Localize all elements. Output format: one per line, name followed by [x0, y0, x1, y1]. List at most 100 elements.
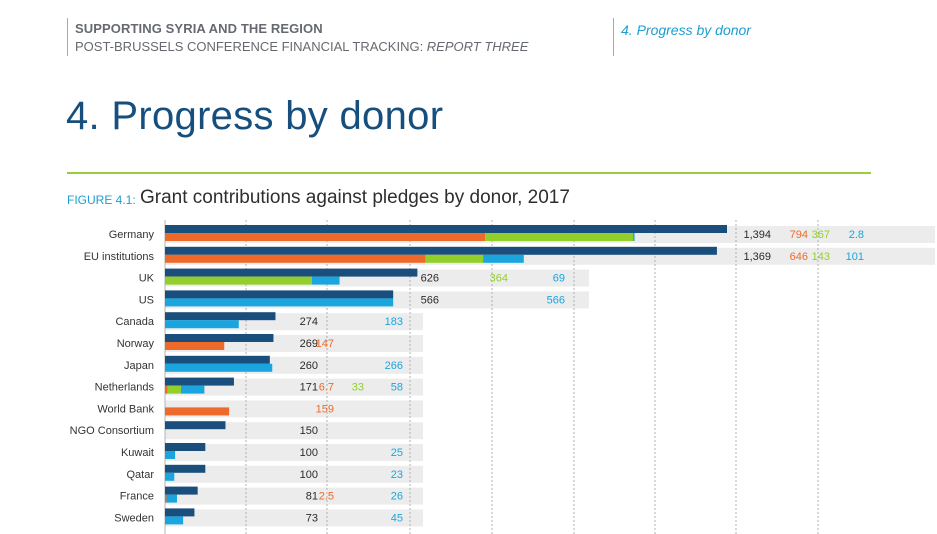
green-value-label: 364: [490, 273, 508, 285]
pledge-value-label: 171: [300, 382, 318, 394]
green-bar: [167, 385, 182, 394]
row-background: [165, 444, 423, 461]
pledge-bar: [165, 355, 270, 364]
cyan-value-label: 45: [391, 512, 403, 524]
orange-bar: [165, 342, 225, 350]
row-background: [165, 509, 423, 527]
pledge-bar: [165, 334, 274, 342]
pledge-bar: [165, 290, 394, 299]
pledge-value-label: 150: [300, 425, 318, 437]
cyan-bar: [633, 233, 635, 241]
category-label: World Bank: [97, 403, 154, 415]
pledge-value-label: 100: [300, 469, 318, 481]
category-label: Kuwait: [121, 447, 154, 459]
pledge-bar: [165, 246, 717, 255]
pledge-bar: [165, 268, 418, 277]
pledge-bar: [165, 443, 206, 451]
orange-value-label: 147: [316, 338, 334, 350]
pledge-bar: [165, 464, 206, 473]
orange-bar: [165, 254, 426, 263]
pledge-value-label: 81: [306, 491, 318, 503]
pledge-value-label: 73: [306, 512, 318, 524]
row-background: [165, 465, 423, 483]
report-subtitle: POST-BRUSSELS CONFERENCE FINANCIAL TRACK…: [75, 39, 528, 54]
pledge-value-label: 100: [300, 447, 318, 459]
category-label: Norway: [117, 338, 155, 350]
figure-title: Grant contributions against pledges by d…: [140, 187, 570, 208]
cyan-value-label: 26: [391, 491, 403, 503]
cyan-bar: [165, 363, 273, 372]
header-rule-right: [613, 18, 614, 56]
category-label: Netherlands: [95, 382, 155, 394]
orange-value-label: 646: [790, 251, 808, 263]
green-value-label: 367: [812, 229, 830, 241]
cyan-value-label: 183: [385, 316, 403, 328]
row-background: [165, 400, 423, 418]
page-title: 4. Progress by donor: [66, 94, 444, 138]
category-label: Qatar: [126, 469, 154, 481]
pledge-bar: [165, 421, 226, 430]
category-label: Germany: [109, 229, 155, 241]
green-bar: [425, 254, 484, 263]
category-label: France: [120, 491, 154, 503]
pledge-bar: [165, 377, 234, 386]
pledge-value-label: 1,394: [743, 229, 771, 241]
figure-label: FIGURE 4.1:: [67, 193, 136, 207]
green-value-label: 143: [812, 251, 830, 263]
green-value-label: 33: [352, 382, 364, 394]
section-nav-link[interactable]: 4. Progress by donor: [621, 22, 751, 38]
orange-value-label: 6.7: [319, 382, 334, 394]
pledge-bar: [165, 225, 727, 233]
orange-bar: [165, 385, 168, 394]
pledge-bar: [165, 508, 195, 517]
orange-value-label: 794: [790, 229, 808, 241]
cyan-value-label: 266: [385, 360, 403, 372]
green-bar: [165, 276, 312, 285]
pledge-bar: [165, 486, 198, 495]
pledge-value-label: 566: [421, 294, 439, 306]
category-label: UK: [139, 273, 155, 285]
row-background: [165, 487, 423, 505]
cyan-value-label: 25: [391, 447, 403, 459]
cyan-bar: [311, 276, 340, 285]
category-label: EU institutions: [84, 251, 155, 263]
category-label: Canada: [115, 316, 154, 328]
pledge-bar: [165, 312, 276, 321]
pledge-value-label: 1,369: [743, 251, 771, 263]
cyan-value-label: 69: [553, 273, 565, 285]
green-bar: [485, 233, 634, 241]
cyan-value-label: 566: [547, 294, 565, 306]
cyan-bar: [165, 516, 184, 525]
orange-bar: [165, 494, 167, 503]
pledge-value-label: 626: [421, 273, 439, 285]
orange-bar: [165, 407, 230, 416]
donor-bar-chart: Germany 1,394 794 367 2.8 EU institutions 1,36…: [70, 220, 935, 534]
pledge-value-label: 260: [300, 360, 318, 372]
orange-value-label: 159: [316, 403, 334, 415]
pledge-value-label: 269: [300, 338, 318, 350]
cyan-value-label: 101: [846, 251, 864, 263]
category-label: US: [139, 294, 154, 306]
cyan-bar: [165, 298, 394, 307]
cyan-value-label: 58: [391, 382, 403, 394]
report-subtitle-prefix: POST-BRUSSELS CONFERENCE FINANCIAL TRACK…: [75, 39, 427, 54]
header-rule-left: [67, 18, 68, 56]
category-label: NGO Consortium: [70, 425, 154, 437]
cyan-bar: [483, 254, 524, 263]
cyan-value-label: 2.8: [849, 229, 864, 241]
category-label: Sweden: [114, 512, 154, 524]
pledge-value-label: 274: [300, 316, 318, 328]
cyan-bar: [165, 451, 176, 459]
cyan-value-label: 23: [391, 469, 403, 481]
cyan-bar: [166, 494, 177, 503]
report-subtitle-italic: REPORT THREE: [426, 39, 529, 54]
report-series-title: SUPPORTING SYRIA AND THE REGION: [75, 21, 323, 36]
orange-value-label: 2.5: [319, 491, 334, 503]
row-background: [165, 422, 423, 440]
orange-bar: [165, 233, 486, 241]
category-label: Japan: [124, 360, 154, 372]
title-divider: [67, 172, 871, 174]
cyan-bar: [181, 385, 205, 394]
cyan-bar: [165, 472, 175, 481]
cyan-bar: [165, 320, 239, 329]
